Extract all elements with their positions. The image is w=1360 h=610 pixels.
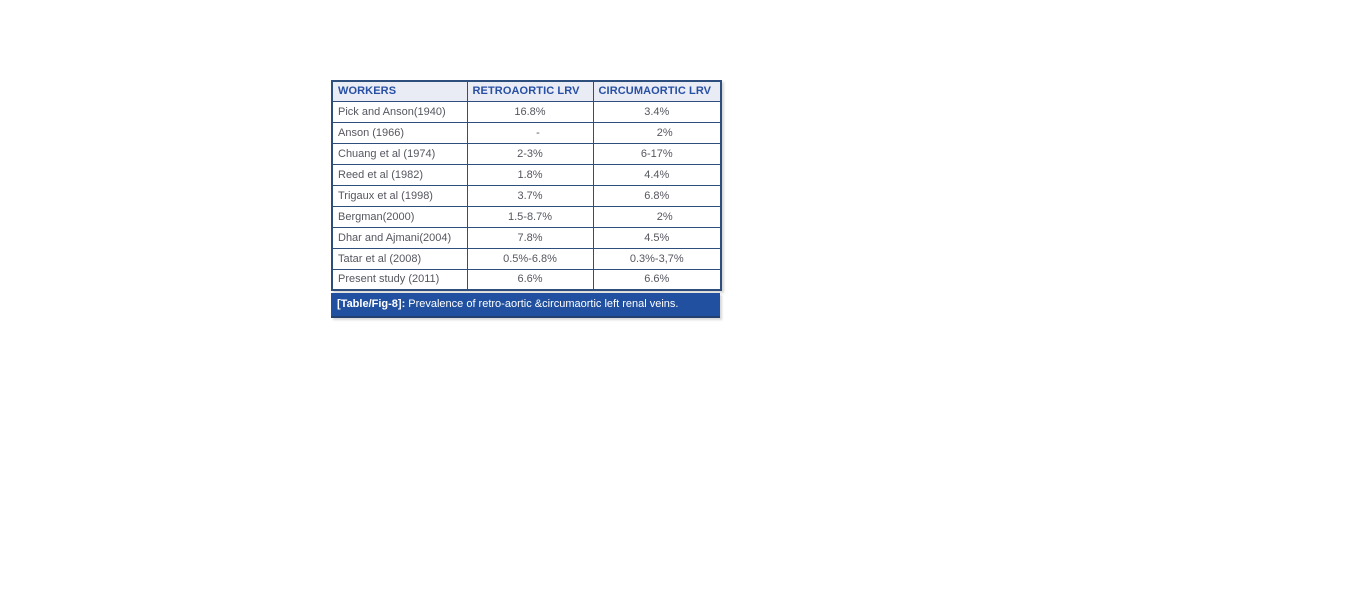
table-figure: WORKERS RETROAORTIC LRV CIRCUMAORTIC LRV…	[331, 80, 722, 318]
table-row: Trigaux et al (1998) 3.7% 6.8%	[331, 184, 722, 207]
table-row: Dhar and Ajmani(2004) 7.8% 4.5%	[331, 226, 722, 249]
table-row: Chuang et al (1974) 2-3% 6-17%	[331, 142, 722, 165]
value-cell: 16.8%	[466, 100, 594, 123]
value-cell: 3.4%	[592, 100, 722, 123]
value-cell: 6-17%	[592, 142, 722, 165]
worker-cell: Pick and Anson(1940)	[331, 100, 468, 123]
worker-cell: Bergman(2000)	[331, 205, 468, 228]
header-row: WORKERS RETROAORTIC LRV CIRCUMAORTIC LRV	[331, 80, 722, 102]
table-row: Pick and Anson(1940) 16.8% 3.4%	[331, 100, 722, 123]
worker-cell: Anson (1966)	[331, 121, 468, 144]
worker-cell: Reed et al (1982)	[331, 163, 468, 186]
worker-cell: Dhar and Ajmani(2004)	[331, 226, 468, 249]
column-header-retroaortic-lrv: RETROAORTIC LRV	[466, 80, 594, 102]
table-row: Anson (1966) -2%	[331, 121, 722, 144]
value-cell: 1.8%	[466, 163, 594, 186]
table-row: Bergman(2000) 1.5-8.7% 2%	[331, 205, 722, 228]
column-header-circumaortic-lrv: CIRCUMAORTIC LRV	[592, 80, 722, 102]
figure-caption: [Table/Fig-8]: Prevalence of retro-aortic…	[331, 293, 720, 318]
worker-cell: Present study (2011)	[331, 268, 468, 291]
table-body: Pick and Anson(1940) 16.8% 3.4% Anson (1966…	[331, 100, 722, 291]
value-cell: 6.6%	[592, 268, 722, 291]
value-cell: 7.8%	[466, 226, 594, 249]
value-cell: 1.5-8.7%	[466, 205, 594, 228]
value-cell: 0.3%-3,7%	[592, 247, 722, 270]
table-row: Tatar et al (2008) 0.5%-6.8% 0.3%-3,7%	[331, 247, 722, 270]
table-row: Reed et al (1982) 1.8% 4.4%	[331, 163, 722, 186]
value-cell: 6.6%	[466, 268, 594, 291]
value-cell: -	[466, 121, 594, 144]
value-cell: 2%	[592, 205, 722, 228]
worker-cell: Tatar et al (2008)	[331, 247, 468, 270]
figure-caption-label: [Table/Fig-8]:	[337, 298, 406, 310]
value-cell: 3.7%	[466, 184, 594, 207]
value-cell: 4.5%	[592, 226, 722, 249]
table-row: Present study (2011) 6.6% 6.6%	[331, 268, 722, 291]
value-cell: 2%	[592, 121, 722, 144]
figure-caption-text: Prevalence of retro-aortic &circumaortic…	[408, 298, 679, 310]
value-cell: 0.5%-6.8%	[466, 247, 594, 270]
worker-cell: Chuang et al (1974)	[331, 142, 468, 165]
worker-cell: Trigaux et al (1998)	[331, 184, 468, 207]
value-cell: 2-3%	[466, 142, 594, 165]
value-cell: 4.4%	[592, 163, 722, 186]
value-cell: 6.8%	[592, 184, 722, 207]
column-header-workers: WORKERS	[331, 80, 468, 102]
prevalence-table: WORKERS RETROAORTIC LRV CIRCUMAORTIC LRV…	[331, 80, 722, 291]
